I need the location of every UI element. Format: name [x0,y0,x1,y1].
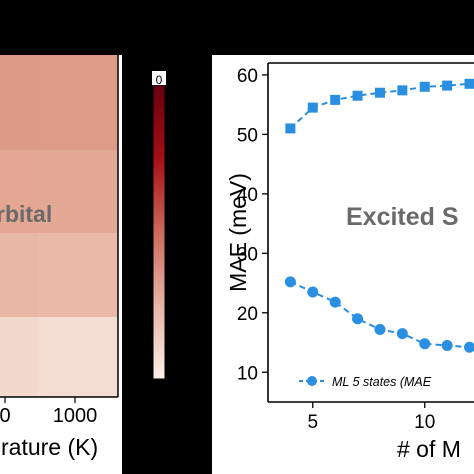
line-overlay-label: Excited S [346,203,459,231]
data-point-square [442,80,453,91]
data-point-square [464,78,474,89]
data-point-square [285,123,296,134]
data-point-square [307,102,318,113]
data-point-square [374,87,385,98]
colorbar-tick-label: 0 [156,73,163,87]
data-point-circle [419,338,431,350]
heatmap-x-tick-label: 1000 [53,405,98,427]
y-axis-label: MAE (meV) [225,173,251,292]
heatmap-x-tick-label: 0 [0,405,11,427]
data-point-square [397,85,408,96]
data-point-square [352,90,363,101]
data-point-circle [464,341,474,353]
y-tick-label: 10 [237,363,258,384]
data-point-circle [441,340,453,351]
colorbar-bar [152,84,166,380]
data-point-circle [374,323,386,335]
heatmap-cell [38,55,118,150]
heatmap-cell [0,317,38,397]
data-point-square [330,94,341,105]
line-chart: Excited S ML 5 states (MAE 10 20 30 40 50 60 5 10… [225,62,474,462]
legend-marker [307,376,317,386]
data-point-circle [329,296,341,308]
heatmap-cell [38,317,118,397]
y-tick-label: 30 [237,244,258,265]
heatmap-cell [0,55,38,150]
colorbar-panel: 0 [142,55,178,395]
heatmap-cell [38,233,118,317]
heatmap-panel: 0 1000 rature (K) rbital [0,55,122,474]
heatmap-x-axis-label: rature (K) [1,434,98,460]
colorbar-tick-background [152,71,166,85]
heatmap-cell [38,150,118,233]
data-point-circle [396,328,408,340]
y-tick-label: 60 [237,66,258,87]
y-tick-label: 20 [237,304,258,325]
data-point-circle [284,276,296,288]
x-axis-label: # of M [397,436,461,462]
heatmap-cell [0,150,38,233]
data-point-circle [307,286,319,298]
heatmap-plot: 0 1000 rature (K) rbital [0,55,119,460]
heatmap-overlay-label: rbital [0,201,52,227]
x-tick-label: 5 [307,412,318,433]
data-point-circle [352,313,364,325]
colorbar: 0 [152,71,166,380]
x-tick-label: 10 [414,412,435,433]
data-point-square [419,81,430,92]
legend-label: ML 5 states (MAE [332,375,432,389]
y-tick-label: 50 [237,125,258,146]
y-tick-label: 40 [237,185,258,206]
line-chart-panel: Excited S ML 5 states (MAE 10 20 30 40 50 60 5 10… [212,55,474,474]
heatmap-cell [0,233,38,317]
